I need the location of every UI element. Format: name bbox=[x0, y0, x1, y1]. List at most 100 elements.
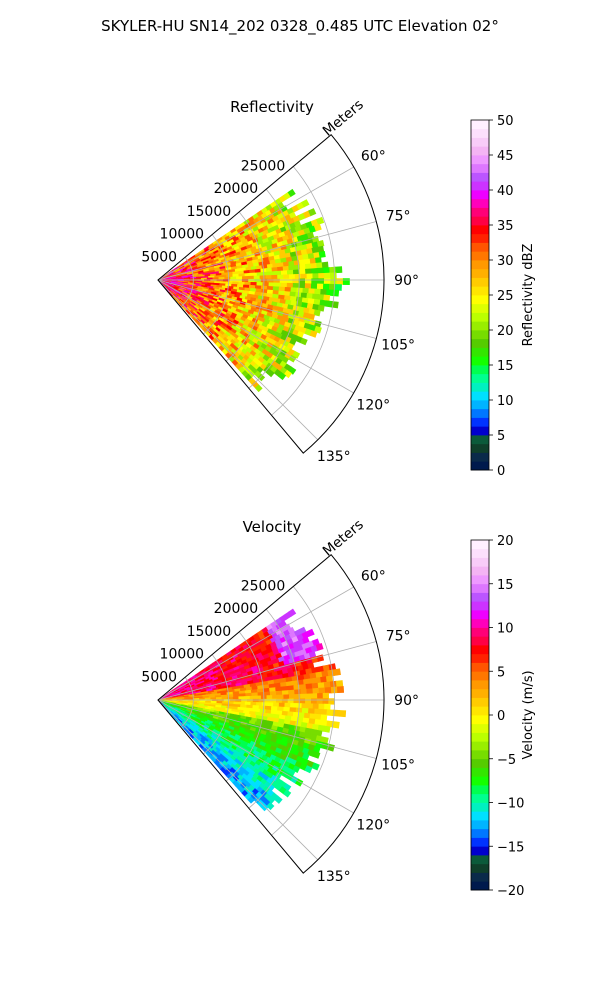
colorbar-tick-label: 5 bbox=[497, 665, 505, 680]
colorbar-segment bbox=[471, 277, 489, 287]
radar-gate bbox=[249, 695, 257, 700]
azimuth-spoke bbox=[157, 279, 354, 394]
colorbar-segment bbox=[471, 767, 489, 777]
radar-gate bbox=[312, 273, 320, 280]
radar-gate bbox=[315, 257, 322, 264]
radar-gate bbox=[286, 282, 294, 289]
colorbar-segment bbox=[471, 863, 489, 873]
radar-gate bbox=[307, 708, 316, 715]
colorbar-segment bbox=[471, 671, 489, 681]
radar-gate bbox=[312, 687, 320, 695]
radar-gate bbox=[309, 330, 318, 338]
colorbar-segment bbox=[471, 881, 489, 891]
colorbar-segment bbox=[471, 750, 489, 760]
radar-gate bbox=[316, 283, 324, 290]
radar-gate bbox=[332, 289, 340, 297]
azimuth-spoke bbox=[157, 699, 354, 814]
radial-tick-label: 5000 bbox=[141, 669, 177, 685]
radar-gate bbox=[275, 690, 283, 696]
radial-tick-label: 20000 bbox=[214, 601, 259, 617]
colorbar-segment bbox=[471, 426, 489, 436]
radar-gate bbox=[216, 697, 223, 700]
radar-gate bbox=[323, 725, 331, 733]
colorbar-segment bbox=[471, 400, 489, 410]
colorbar-tick-label: −5 bbox=[497, 753, 516, 768]
colorbar-segment bbox=[471, 120, 489, 130]
radar-gate bbox=[318, 250, 326, 258]
colorbar-segment bbox=[471, 260, 489, 270]
radar-gate bbox=[336, 278, 344, 285]
radar-gate bbox=[322, 698, 330, 705]
radar-gate bbox=[293, 260, 301, 266]
radar-gate bbox=[326, 289, 334, 297]
radial-tick-label: 15000 bbox=[187, 204, 232, 220]
colorbar-segment bbox=[471, 452, 489, 462]
radar-gate bbox=[323, 294, 331, 302]
radar-gate bbox=[257, 373, 266, 382]
radar-gate bbox=[316, 654, 325, 662]
radar-gate bbox=[308, 677, 316, 685]
azimuth-tick-label: 90° bbox=[394, 273, 419, 289]
radar-gate bbox=[342, 278, 350, 286]
radar-gate bbox=[274, 795, 283, 804]
colorbar-segment bbox=[471, 566, 489, 576]
radar-gate bbox=[306, 273, 314, 280]
radar-gate bbox=[232, 696, 240, 700]
colorbar-segment bbox=[471, 618, 489, 628]
colorbar-tick-label: 20 bbox=[497, 324, 514, 339]
azimuth-tick-label: 75° bbox=[386, 209, 411, 225]
radar-gate bbox=[318, 703, 325, 710]
radar-gate bbox=[323, 278, 331, 285]
radar-gate bbox=[320, 708, 328, 716]
azimuth-tick-label: 60° bbox=[361, 149, 386, 165]
colorbar-segment bbox=[471, 540, 489, 550]
colorbar-segment bbox=[471, 802, 489, 812]
colorbar-segment bbox=[471, 548, 489, 558]
radar-gate bbox=[277, 694, 285, 700]
colorbar-segment bbox=[471, 347, 489, 357]
colorbar-segment bbox=[471, 723, 489, 733]
radar-gate bbox=[322, 692, 330, 700]
colorbar-segment bbox=[471, 601, 489, 611]
colorbar-segment bbox=[471, 233, 489, 243]
radar-gate bbox=[293, 698, 300, 704]
colorbar-segment bbox=[471, 391, 489, 401]
range-ring bbox=[225, 631, 265, 782]
radar-gate bbox=[277, 274, 284, 280]
radar-gate bbox=[259, 275, 267, 280]
colorbar-segment bbox=[471, 715, 489, 725]
radar-gate bbox=[335, 266, 343, 274]
radar-gate bbox=[266, 695, 273, 700]
colorbar-tick-label: 0 bbox=[497, 464, 505, 479]
radar-gate bbox=[316, 262, 323, 269]
azimuth-spoke bbox=[157, 699, 377, 759]
radar-gate bbox=[310, 283, 318, 290]
colorbar-tick-label: −20 bbox=[497, 884, 524, 899]
colorbar-segment bbox=[471, 356, 489, 366]
colorbar-segment bbox=[471, 303, 489, 313]
colorbar-segment bbox=[471, 662, 489, 672]
colorbar-segment bbox=[471, 190, 489, 200]
colorbar-segment bbox=[471, 417, 489, 427]
azimuth-tick-label: 75° bbox=[386, 629, 411, 645]
radar-gate bbox=[308, 208, 317, 217]
radar-gate bbox=[288, 265, 295, 271]
radar-gate bbox=[332, 721, 340, 729]
radar-gate bbox=[311, 693, 318, 700]
azimuth-spoke bbox=[157, 279, 319, 441]
range-ring bbox=[248, 188, 300, 389]
azimuth-spoke bbox=[157, 279, 377, 339]
colorbar-segment bbox=[471, 680, 489, 690]
radar-gate bbox=[300, 273, 308, 280]
colorbar-segment bbox=[471, 225, 489, 235]
range-ring bbox=[203, 234, 230, 335]
radar-gate bbox=[325, 300, 333, 308]
colorbar-segment bbox=[471, 653, 489, 663]
radar-field bbox=[158, 608, 347, 812]
radar-gate bbox=[299, 698, 306, 704]
radial-tick-label: 10000 bbox=[160, 647, 205, 663]
radial-tick-label: 10000 bbox=[160, 227, 205, 243]
radar-gate bbox=[286, 269, 294, 276]
radial-tick-label: 5000 bbox=[141, 249, 177, 265]
radar-gate bbox=[317, 304, 325, 312]
